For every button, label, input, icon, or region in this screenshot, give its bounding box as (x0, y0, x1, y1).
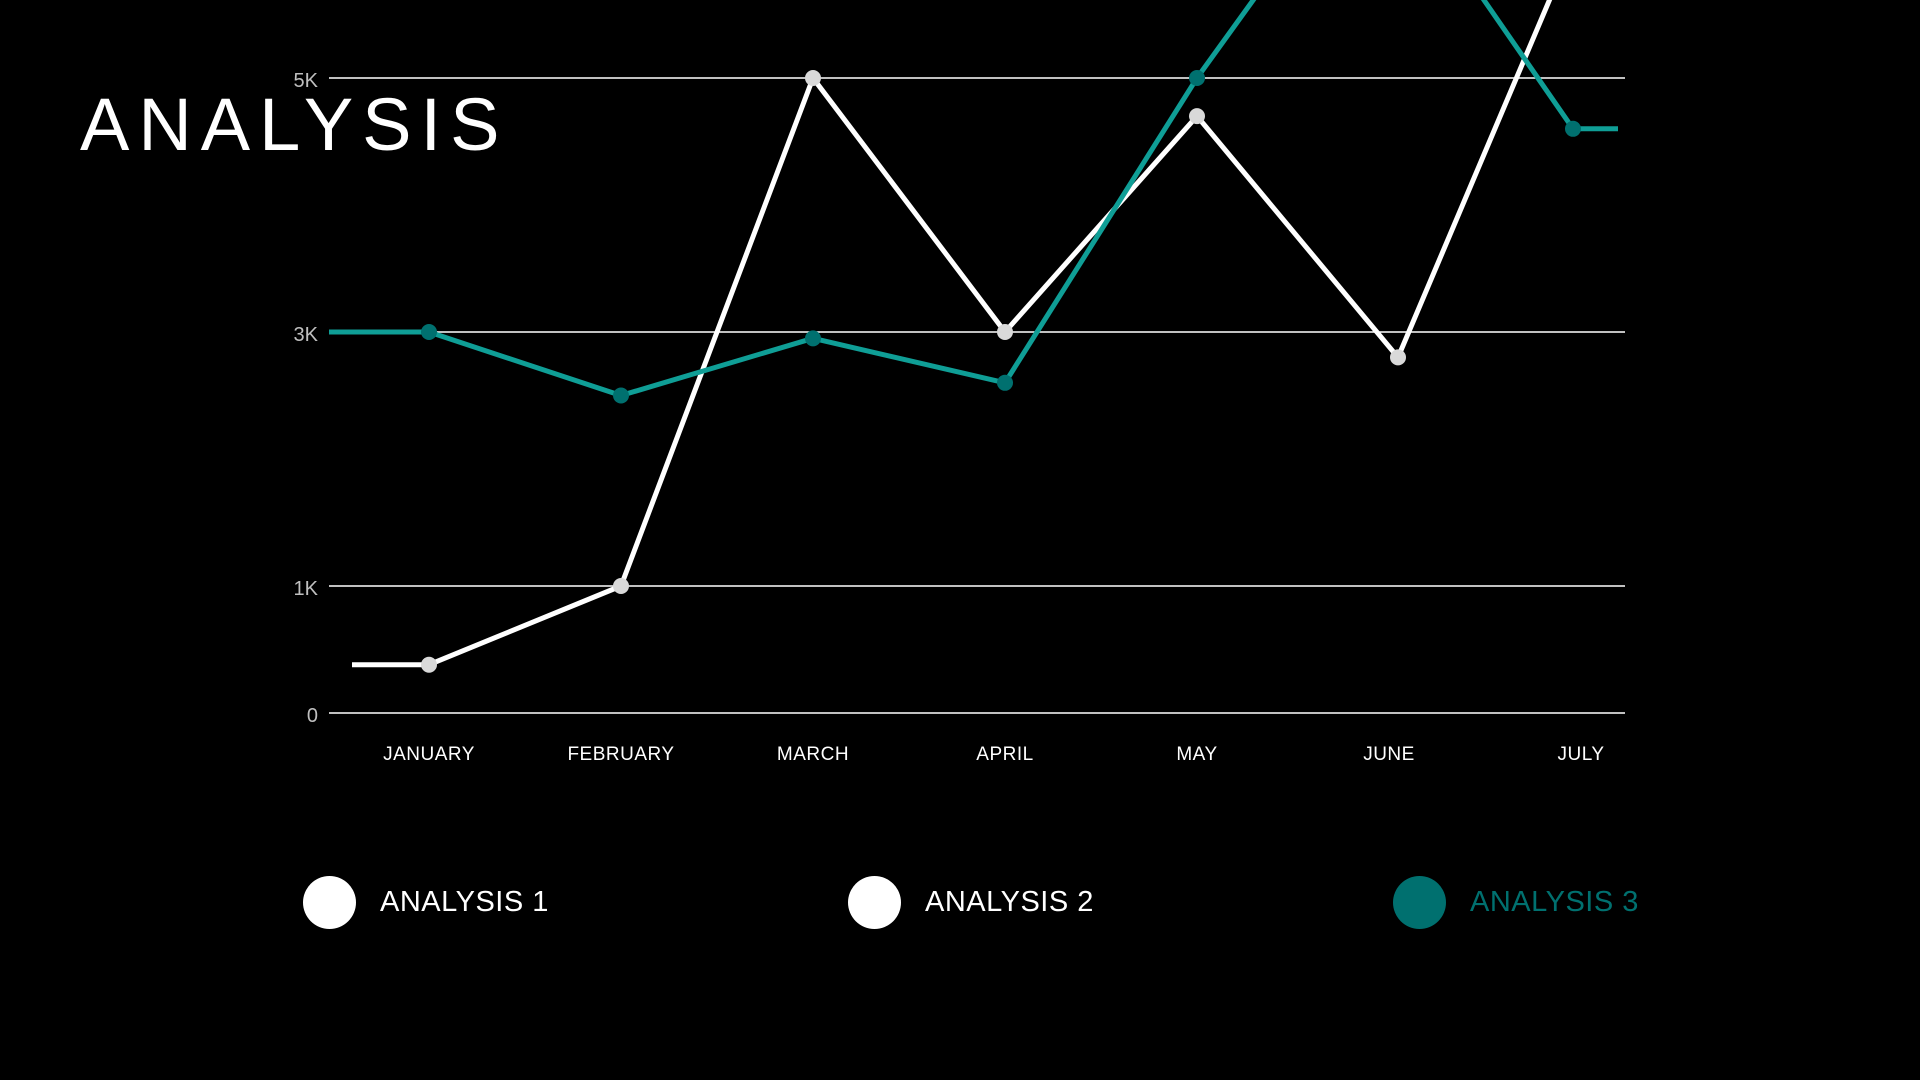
data-point-analysis-2-june[interactable] (1390, 349, 1406, 366)
data-point-analysis-2-february[interactable] (613, 578, 629, 594)
series-line-analysis-3 (329, 0, 1618, 398)
legend-label-analysis-3: ANALYSIS 3 (1470, 885, 1639, 918)
x-tick-label: MAY (1176, 744, 1217, 765)
x-tick-label: JULY (1557, 744, 1604, 765)
data-point-analysis-3-february[interactable] (613, 387, 629, 404)
x-tick-label: JUNE (1363, 744, 1415, 765)
data-point-analysis-3-may[interactable] (1189, 70, 1205, 86)
legend-item-analysis-3[interactable]: ANALYSIS 3 (1393, 874, 1639, 930)
legend-marker-analysis-2 (848, 875, 901, 929)
y-tick-label: 5K (294, 70, 319, 92)
series-markers (421, 70, 1581, 673)
legend-item-analysis-2[interactable]: ANALYSIS 2 (848, 874, 1094, 930)
legend-marker-analysis-3 (1393, 875, 1446, 929)
grid-lines (329, 77, 1625, 714)
x-tick-label: JANUARY (383, 744, 475, 765)
page-title: ANALYSIS (80, 83, 509, 166)
x-tick-label: APRIL (976, 744, 1033, 765)
legend-label-analysis-2: ANALYSIS 2 (925, 885, 1094, 918)
data-point-analysis-3-july[interactable] (1565, 120, 1581, 137)
legend-label-analysis-1: ANALYSIS 1 (380, 885, 549, 918)
legend-item-analysis-1[interactable]: ANALYSIS 1 (303, 874, 549, 930)
data-point-analysis-2-january[interactable] (421, 656, 437, 673)
y-tick-label: 1K (294, 578, 319, 600)
data-point-analysis-2-may[interactable] (1189, 108, 1205, 125)
data-point-analysis-2-march[interactable] (805, 70, 821, 86)
x-tick-label: MARCH (777, 744, 849, 765)
data-point-analysis-3-april[interactable] (997, 374, 1013, 391)
y-tick-label: 0 (307, 705, 318, 727)
legend-marker-analysis-1 (303, 875, 356, 929)
data-point-analysis-3-january[interactable] (421, 324, 437, 340)
x-axis-tick-labels: JANUARY FEBRUARY MARCH APRIL MAY JUNE JULY (383, 744, 1604, 765)
y-axis-tick-labels: 0 1K 3K 5K (294, 70, 319, 727)
data-point-analysis-2-april[interactable] (997, 324, 1013, 340)
x-tick-label: FEBRUARY (567, 744, 674, 765)
data-point-analysis-3-march[interactable] (805, 330, 821, 347)
y-tick-label: 3K (294, 324, 319, 346)
